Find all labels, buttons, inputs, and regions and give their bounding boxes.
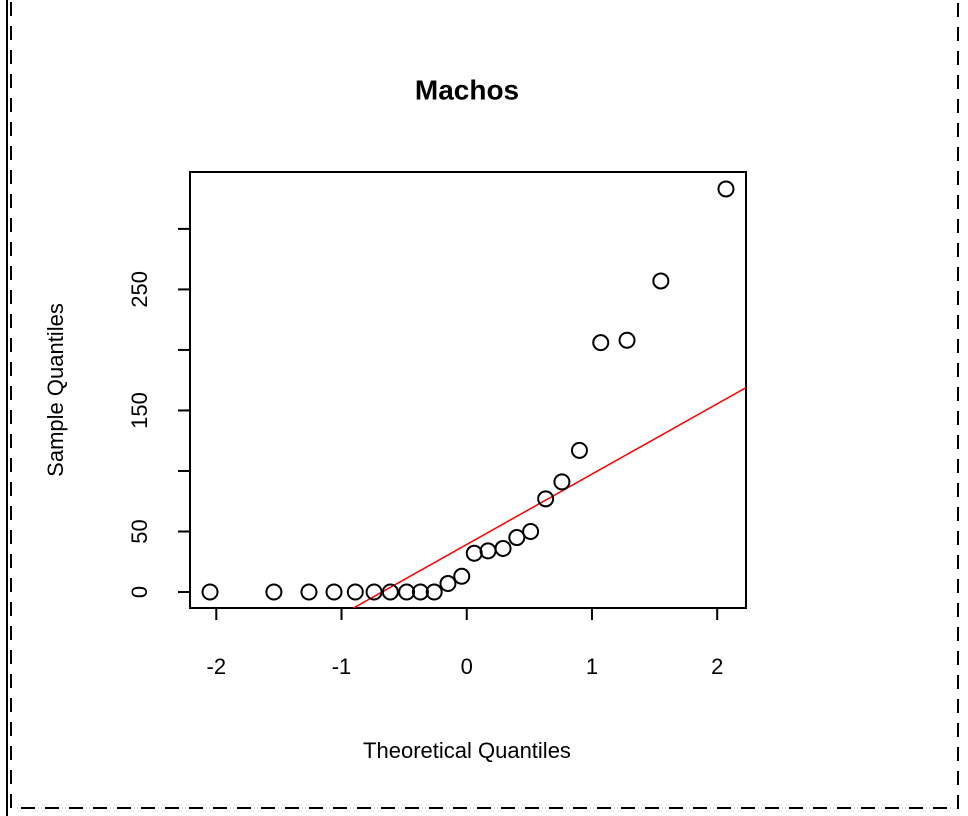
point: [201, 583, 219, 601]
point: [717, 180, 735, 198]
point: [425, 583, 443, 601]
point: [553, 473, 571, 491]
y-tick-label: 50: [127, 519, 152, 543]
point: [592, 334, 610, 352]
x-tick-label: -1: [332, 654, 352, 679]
point: [300, 583, 318, 601]
point: [570, 441, 588, 459]
point: [439, 575, 457, 593]
x-tick-label: -2: [207, 654, 227, 679]
x-tick-label: 1: [586, 654, 598, 679]
y-tick-label: 250: [127, 271, 152, 308]
point: [537, 490, 555, 508]
y-axis-label: Sample Quantiles: [43, 303, 68, 477]
x-axis-label: Theoretical Quantiles: [363, 738, 571, 763]
x-tick-label: 0: [461, 654, 473, 679]
point: [652, 272, 670, 290]
point: [398, 583, 416, 601]
point: [325, 583, 343, 601]
point: [346, 583, 364, 601]
y-tick-label: 0: [127, 586, 152, 598]
reference-line: [352, 386, 746, 608]
point: [411, 583, 429, 601]
point: [265, 583, 283, 601]
point: [479, 542, 497, 560]
y-tick-label: 150: [127, 392, 152, 429]
point: [365, 583, 383, 601]
plot-box: [189, 171, 747, 609]
point: [522, 523, 540, 541]
point: [508, 529, 526, 547]
point: [453, 567, 471, 585]
point: [494, 539, 512, 557]
point: [465, 544, 483, 562]
dashed-border: [10, 0, 959, 809]
point: [618, 331, 636, 349]
point: [381, 583, 399, 601]
chart-title: Machos: [415, 74, 519, 105]
x-tick-label: 2: [711, 654, 723, 679]
